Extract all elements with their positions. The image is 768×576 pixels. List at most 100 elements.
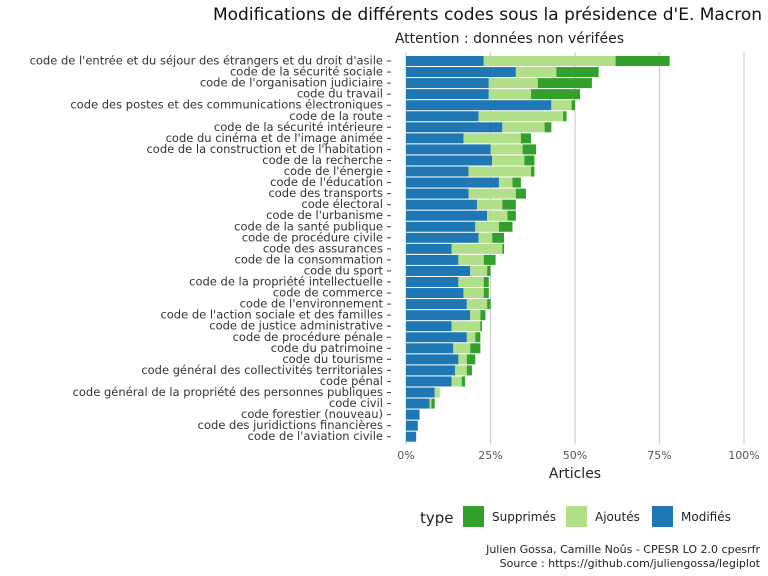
bar-segment <box>466 299 488 310</box>
category-label: code de l'entrée et du séjour des étrang… <box>30 54 383 68</box>
bar-segment <box>470 265 488 276</box>
legend: type Supprimés Ajoutés Modifiés <box>420 506 731 527</box>
category-label: code du travail <box>297 87 383 101</box>
category-label: code forestier (nouveau) <box>241 407 383 421</box>
category-label: code de l'éducation <box>270 175 383 189</box>
bar-segment <box>431 398 435 409</box>
x-tick-label: 75% <box>647 449 671 462</box>
bar-segment <box>524 155 535 166</box>
bar-segment <box>429 398 432 409</box>
bar-segment <box>531 89 581 100</box>
legend-swatch <box>652 506 673 527</box>
bar-segment <box>470 343 481 354</box>
bar-segment <box>406 265 471 276</box>
category-label: code de la sécurité sociale <box>230 65 383 79</box>
bar-segment <box>406 376 452 387</box>
bar-segment <box>483 254 496 265</box>
bar-segment <box>551 100 572 111</box>
bar-segment <box>488 78 538 89</box>
bar-segment <box>476 199 503 210</box>
bar-segment <box>483 277 489 287</box>
bar-segment <box>406 78 489 89</box>
category-label: code du sport <box>304 263 384 277</box>
bar-segment <box>458 254 484 265</box>
category-label: code de l'urbanisme <box>266 208 383 222</box>
bar-segment <box>406 221 476 232</box>
bar-segment <box>522 144 537 155</box>
x-tick-label: 0% <box>397 449 414 462</box>
bar-segment <box>470 310 481 321</box>
category-label: code de la route <box>289 109 383 123</box>
bar-segment <box>466 365 472 376</box>
category-label: code de l'organisation judiciaire <box>200 76 383 90</box>
bar-segment <box>451 243 503 254</box>
x-tick-label: 100% <box>728 449 759 462</box>
category-label: code général de la propriété des personn… <box>73 385 383 399</box>
bar-segment <box>458 354 467 365</box>
category-label: code des transports <box>268 186 383 200</box>
legend-title: type <box>420 509 454 527</box>
bar-segment <box>406 232 479 243</box>
bar-segment <box>483 288 489 299</box>
bar-segment <box>406 277 459 287</box>
bar-segment <box>406 365 456 376</box>
bar-segment <box>615 56 670 66</box>
bar-segment <box>475 221 499 232</box>
category-label: code de la santé publique <box>234 219 383 233</box>
bar-segment <box>406 243 452 254</box>
bar-segment <box>478 111 564 122</box>
bar-segment <box>406 56 484 66</box>
bar-segment <box>487 210 508 221</box>
bar-segment <box>498 221 513 232</box>
bars <box>406 56 670 442</box>
category-label: code pénal <box>320 374 383 388</box>
bar-segment <box>406 321 452 332</box>
chart-title: Modifications de différents codes sous l… <box>213 5 762 25</box>
bar-segment <box>406 122 503 133</box>
bar-segment <box>515 67 557 78</box>
category-label: code du patrimoine <box>271 341 383 355</box>
bar-segment <box>487 299 491 310</box>
bar-segment <box>466 332 476 343</box>
bar-segment <box>406 354 459 365</box>
bar-segment <box>507 210 516 221</box>
bar-segment <box>406 89 489 100</box>
bar-segment <box>492 155 525 166</box>
legend-swatch <box>463 506 484 527</box>
bar-segment <box>406 111 479 122</box>
category-label: code général des collectivités territori… <box>141 363 383 377</box>
bar-segment <box>544 122 552 133</box>
category-label: code de l'aviation civile <box>248 429 383 443</box>
category-labels: code de l'entrée et du séjour des étrang… <box>30 54 391 443</box>
bar-segment <box>488 89 532 100</box>
bar-segment <box>406 155 493 166</box>
bar-segment <box>520 133 532 144</box>
category-label: code de la construction et de l'habitati… <box>146 142 383 156</box>
bar-segment <box>463 133 521 144</box>
bar-segment <box>475 332 481 343</box>
bar-segment <box>537 78 592 89</box>
bar-segment <box>406 288 464 299</box>
bar-segment <box>406 254 459 265</box>
chart-subtitle: Attention : données non vérifées <box>395 31 624 47</box>
legend-swatch <box>566 506 587 527</box>
bar-segment <box>468 166 532 177</box>
bar-segment <box>451 376 462 387</box>
bar-segment <box>461 376 466 387</box>
legend-label: Modifiés <box>681 510 731 524</box>
bar-segment <box>556 67 599 78</box>
category-label: code de justice administrative <box>209 319 383 333</box>
bar-segment <box>406 332 467 343</box>
bar-segment <box>406 144 491 155</box>
category-label: code de commerce <box>273 286 383 300</box>
category-label: code de l'action sociale et des familles <box>160 308 383 322</box>
category-label: code de l'énergie <box>284 164 383 178</box>
bar-segment <box>512 177 521 188</box>
bar-segment <box>502 122 545 133</box>
bar-segment <box>480 310 486 321</box>
bar-segment <box>502 243 505 254</box>
bar-segment <box>406 310 471 321</box>
category-label: code de la propriété intellectuelle <box>189 275 383 289</box>
category-label: code de procédure pénale <box>233 330 383 344</box>
